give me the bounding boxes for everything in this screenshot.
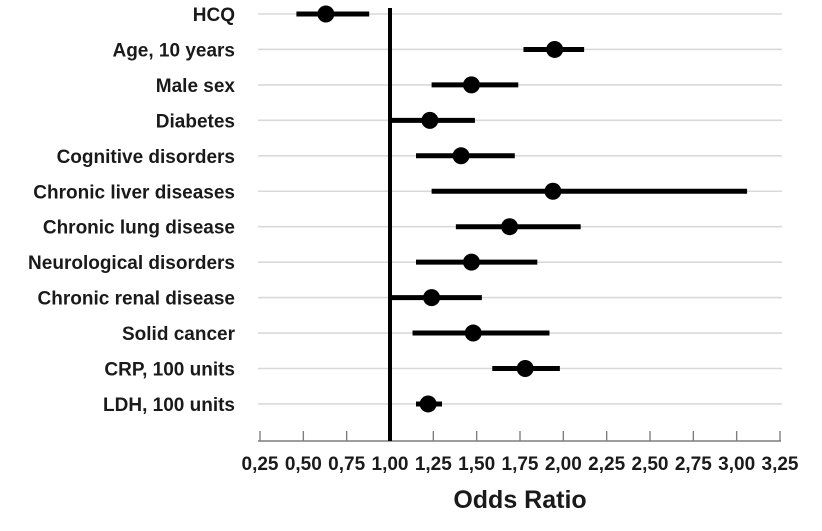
or-marker — [544, 182, 562, 200]
category-label: HCQ — [193, 5, 235, 26]
or-marker — [317, 5, 335, 23]
category-label: Neurological disorders — [28, 253, 235, 274]
or-marker — [462, 253, 480, 271]
category-label: CRP, 100 units — [104, 360, 235, 381]
x-tick-label: 1,00 — [372, 454, 409, 475]
or-marker — [462, 76, 480, 94]
category-label: Male sex — [156, 76, 236, 97]
x-tick-label: 1,25 — [415, 454, 452, 475]
category-label: Solid cancer — [122, 324, 236, 345]
category-label: Diabetes — [156, 111, 235, 132]
or-marker — [546, 40, 564, 58]
or-marker — [501, 218, 519, 236]
x-tick-label: 0,25 — [242, 454, 279, 475]
or-marker — [452, 147, 470, 165]
x-tick-label: 0,50 — [285, 454, 322, 475]
x-tick-label: 3,00 — [718, 454, 755, 475]
x-axis-title: Odds Ratio — [453, 486, 587, 514]
x-tick-label: 0,75 — [328, 454, 365, 475]
or-marker — [423, 289, 441, 307]
or-marker — [516, 360, 534, 377]
x-tick-label: 1,50 — [458, 454, 495, 475]
category-label: LDH, 100 units — [103, 395, 235, 416]
or-marker — [419, 395, 437, 413]
category-label: Chronic lung disease — [43, 218, 235, 239]
category-label: Chronic renal disease — [38, 289, 235, 310]
category-label: Chronic liver diseases — [33, 182, 235, 203]
category-label: Age, 10 years — [112, 40, 235, 61]
x-tick-label: 2,50 — [632, 454, 669, 475]
x-tick-label: 2,75 — [675, 454, 712, 475]
x-tick-label: 1,75 — [502, 454, 539, 475]
or-marker — [464, 324, 482, 342]
category-label: Cognitive disorders — [57, 147, 235, 168]
x-tick-label: 3,25 — [762, 454, 799, 475]
x-tick-label: 2,00 — [545, 454, 582, 475]
x-tick-label: 2,25 — [588, 454, 625, 475]
or-marker — [421, 111, 439, 129]
